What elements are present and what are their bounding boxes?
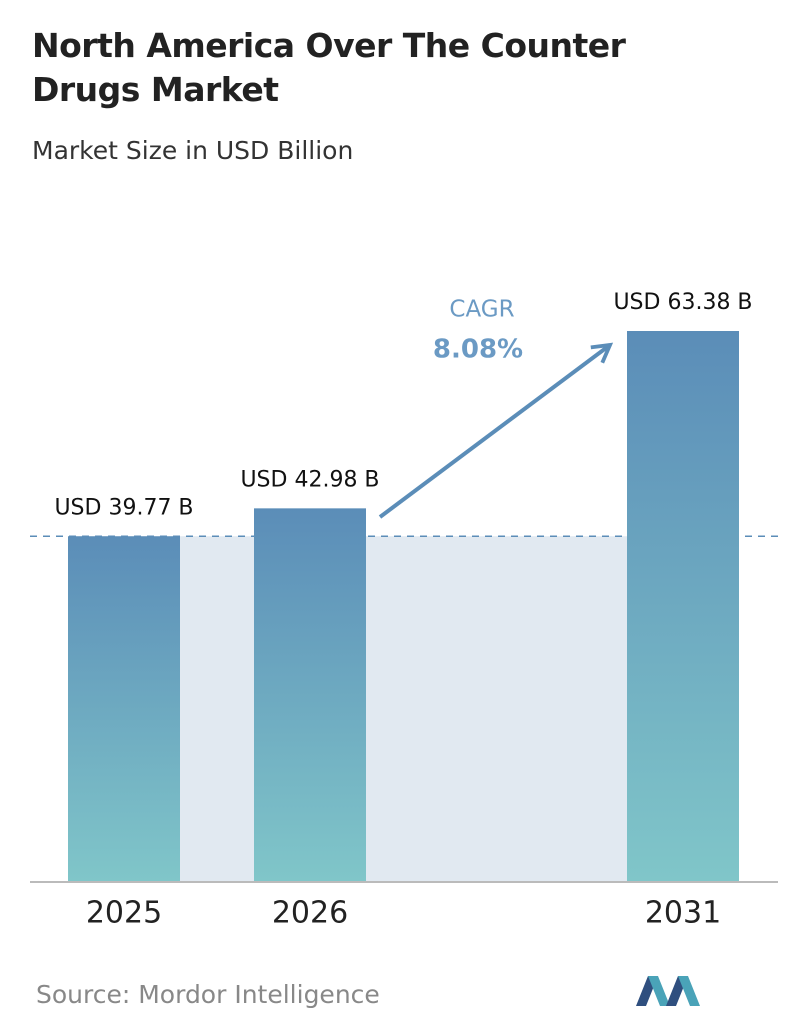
- x-tick-label: 2026: [272, 896, 348, 931]
- bar: [68, 536, 180, 882]
- chart-title: North America Over The Counter Drugs Mar…: [32, 26, 626, 109]
- chart-subtitle: Market Size in USD Billion: [32, 136, 354, 165]
- cagr-value: 8.08%: [433, 335, 523, 365]
- x-tick-label: 2031: [645, 896, 721, 931]
- source: Source: Mordor Intelligence: [36, 980, 380, 1009]
- bar: [254, 508, 366, 882]
- x-tick-label: 2025: [86, 896, 162, 931]
- value-label: USD 39.77 B: [54, 495, 193, 520]
- cagr-label: CAGR: [449, 297, 514, 323]
- cagr-arrow: [378, 342, 614, 519]
- logo: [636, 976, 700, 1006]
- value-label: USD 42.98 B: [240, 467, 379, 492]
- bar: [627, 331, 739, 882]
- value-label: USD 63.38 B: [613, 290, 752, 315]
